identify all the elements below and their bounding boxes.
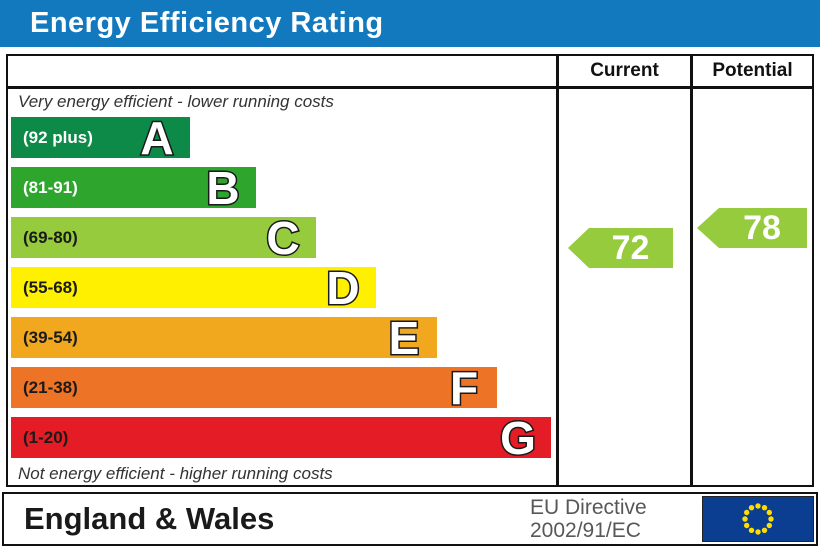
eu-flag-icon [702, 496, 814, 542]
band-range-label: (55-68) [23, 277, 78, 297]
potential-rating-arrow: 78 [697, 208, 807, 248]
footer-bar: England & Wales EU Directive 2002/91/EC [2, 492, 818, 546]
eu-directive-line1: EU Directive [530, 496, 647, 519]
band-range-label: (39-54) [23, 327, 78, 347]
band-range-label: (81-91) [23, 177, 78, 197]
band-letter-c: C [265, 217, 301, 258]
svg-text:A: A [140, 117, 173, 158]
band-row-d: (55-68) D [11, 267, 376, 308]
band-range-label: (21-38) [23, 377, 78, 397]
band-row-e: (39-54) E [11, 317, 437, 358]
rating-table: Current Potential Very energy efficient … [6, 54, 814, 487]
potential-rating-value: 78 [743, 208, 781, 247]
current-rating-arrow: 72 [568, 228, 673, 268]
band-range-label: (1-20) [23, 427, 69, 447]
svg-text:B: B [206, 167, 239, 208]
caption-top: Very energy efficient - lower running co… [18, 92, 334, 111]
col-header-current: Current [590, 60, 659, 81]
title-bar: Energy Efficiency Rating [0, 0, 820, 47]
band-row-f: (21-38) F [11, 367, 497, 408]
band-letter-f: F [448, 367, 479, 408]
band-row-b: (81-91) B [11, 167, 256, 208]
svg-text:F: F [450, 367, 478, 408]
current-rating-value: 72 [611, 228, 650, 267]
column-divider-right [690, 56, 693, 485]
band-letter-g: G [499, 417, 538, 458]
band-row-c: (69-80) C [11, 217, 316, 258]
col-header-potential: Potential [712, 60, 793, 81]
band-row-g: (1-20) G [11, 417, 551, 458]
band-range-label: (69-80) [23, 227, 78, 247]
band-range-label: (92 plus) [23, 127, 93, 147]
eu-directive-text: EU Directive 2002/91/EC [530, 496, 647, 542]
band-letter-e: E [387, 317, 421, 358]
band-letter-d: D [325, 267, 361, 308]
eu-directive-line2: 2002/91/EC [530, 519, 641, 542]
page-title: Energy Efficiency Rating [30, 7, 384, 39]
svg-text:G: G [500, 417, 536, 458]
region-title: England & Wales [24, 501, 275, 536]
header-divider [8, 86, 812, 89]
band-letter-a: A [139, 117, 175, 158]
svg-text:E: E [389, 317, 420, 358]
column-divider-left [556, 56, 559, 485]
caption-bottom: Not energy efficient - higher running co… [18, 464, 333, 483]
band-letter-b: B [205, 167, 241, 208]
svg-text:D: D [326, 267, 359, 308]
band-row-a: (92 plus) A [11, 117, 190, 158]
svg-text:C: C [266, 217, 299, 258]
